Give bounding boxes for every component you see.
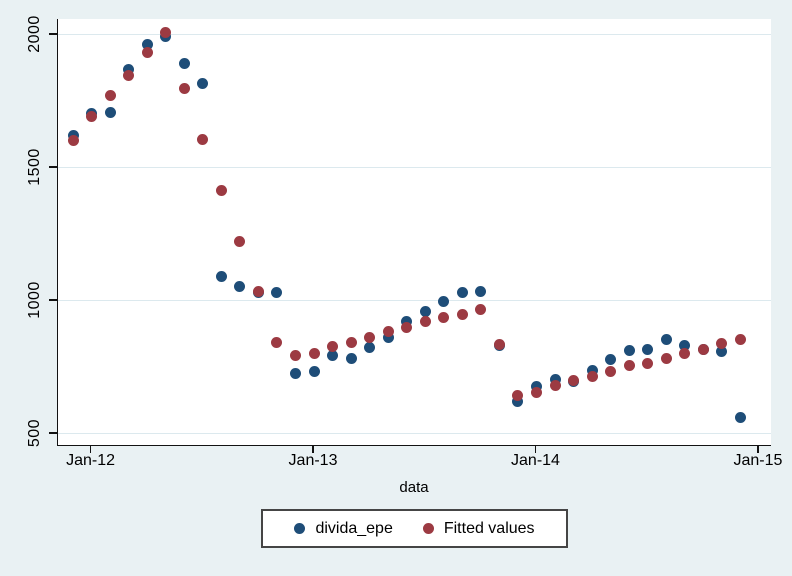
scatter-point-divida_epe bbox=[141, 39, 153, 51]
scatter-point-fitted-values bbox=[123, 69, 135, 81]
scatter-point-fitted-values bbox=[549, 380, 561, 392]
scatter-point-divida_epe bbox=[531, 381, 542, 393]
x-axis-tick bbox=[534, 446, 537, 453]
scatter-point-fitted-values bbox=[660, 353, 672, 365]
scatter-point-divida_epe bbox=[289, 367, 301, 379]
x-tick-label: Jan-14 bbox=[511, 452, 560, 469]
scatter-point-fitted-values bbox=[475, 304, 487, 316]
y-axis-tick bbox=[49, 299, 57, 301]
scatter-point-fitted-values bbox=[493, 338, 505, 350]
scatter-point-fitted-values bbox=[197, 133, 209, 145]
scatter-point-divida_epe bbox=[382, 332, 394, 344]
legend-entry-divida-epe: divida_epe bbox=[294, 519, 393, 538]
gridline-2000 bbox=[58, 33, 771, 35]
scatter-point-fitted-values bbox=[345, 337, 357, 349]
scatter-point-fitted-values bbox=[679, 347, 691, 359]
scatter-point-divida_epe bbox=[104, 106, 116, 118]
y-axis-tick bbox=[49, 33, 57, 35]
scatter-point-fitted-values bbox=[605, 365, 617, 377]
scatter-point-fitted-values bbox=[623, 359, 635, 371]
x-tick-label: Jan-13 bbox=[288, 452, 338, 469]
x-axis-title: data bbox=[399, 479, 429, 496]
scatter-point-divida_epe bbox=[419, 305, 431, 317]
legend-label: divida_epe bbox=[315, 519, 393, 537]
scatter-point-fitted-values bbox=[234, 235, 246, 247]
scatter-point-fitted-values bbox=[104, 89, 116, 101]
scatter-point-divida_epe bbox=[679, 339, 691, 351]
scatter-point-divida_epe bbox=[549, 374, 561, 386]
legend-entry-fitted-values: Fitted values bbox=[422, 519, 535, 538]
scatter-point-fitted-values bbox=[327, 341, 339, 353]
scatter-point-divida_epe bbox=[197, 77, 209, 89]
y-axis-tick bbox=[49, 166, 57, 168]
scatter-point-divida_epe bbox=[586, 364, 598, 376]
scatter-point-divida_epe bbox=[660, 334, 672, 346]
scatter-point-divida_epe bbox=[234, 281, 246, 293]
scatter-point-fitted-values bbox=[419, 316, 431, 328]
scatter-point-fitted-values bbox=[512, 390, 524, 402]
x-tick-label: Jan-15 bbox=[733, 452, 783, 469]
scatter-point-fitted-values bbox=[734, 334, 746, 346]
scatter-point-fitted-values bbox=[67, 134, 79, 146]
scatter-point-divida_epe bbox=[642, 343, 654, 355]
x-axis-tick bbox=[757, 446, 759, 453]
scatter-point-fitted-values bbox=[642, 358, 654, 370]
plot-area bbox=[57, 19, 771, 446]
scatter-point-divida_epe bbox=[623, 345, 635, 357]
scatter-point-fitted-values bbox=[252, 285, 264, 297]
y-tick-label: 1000 bbox=[26, 281, 43, 319]
scatter-point-fitted-values bbox=[215, 185, 227, 197]
scatter-point-divida_epe bbox=[364, 342, 376, 354]
scatter-point-fitted-values bbox=[141, 47, 153, 59]
scatter-point-divida_epe bbox=[605, 354, 617, 366]
y-axis-tick bbox=[49, 432, 57, 434]
scatter-point-fitted-values bbox=[531, 387, 542, 399]
scatter-point-divida_epe bbox=[308, 366, 320, 378]
scatter-point-divida_epe bbox=[401, 315, 413, 327]
scatter-point-fitted-values bbox=[289, 350, 301, 362]
scatter-point-fitted-values bbox=[438, 311, 450, 323]
legend: divida_epe Fitted values bbox=[261, 509, 568, 548]
gridline-1500 bbox=[58, 166, 771, 168]
scatter-point-divida_epe bbox=[178, 57, 190, 69]
scatter-point-fitted-values bbox=[160, 27, 172, 39]
scatter-point-divida_epe bbox=[512, 396, 524, 408]
x-axis-tick bbox=[89, 446, 92, 453]
y-tick-label: 500 bbox=[26, 418, 43, 448]
scatter-point-fitted-values bbox=[456, 309, 468, 321]
legend-marker-blue-icon bbox=[294, 523, 306, 534]
legend-label: Fitted values bbox=[443, 519, 535, 537]
scatter-point-divida_epe bbox=[271, 286, 283, 298]
scatter-point-fitted-values bbox=[86, 110, 98, 122]
scatter-point-divida_epe bbox=[327, 350, 339, 362]
scatter-point-fitted-values bbox=[178, 83, 190, 95]
scatter-point-divida_epe bbox=[734, 411, 746, 423]
legend-marker-red-icon bbox=[422, 523, 434, 534]
scatter-point-fitted-values bbox=[308, 347, 320, 359]
scatter-point-fitted-values bbox=[382, 326, 394, 338]
gridline-500 bbox=[58, 432, 771, 434]
scatter-point-divida_epe bbox=[438, 295, 450, 307]
gridline-1000 bbox=[58, 299, 771, 301]
x-tick-label: Jan-12 bbox=[66, 452, 115, 469]
y-tick-label: 2000 bbox=[26, 15, 43, 53]
scatter-point-fitted-values bbox=[271, 337, 283, 349]
scatter-point-divida_epe bbox=[345, 353, 357, 365]
scatter-point-divida_epe bbox=[475, 285, 487, 297]
scatter-point-fitted-values bbox=[401, 322, 413, 334]
scatter-point-fitted-values bbox=[586, 371, 598, 383]
scatter-point-fitted-values bbox=[716, 337, 728, 349]
scatter-point-divida_epe bbox=[456, 287, 468, 299]
scatter-point-fitted-values bbox=[697, 343, 709, 355]
scatter-point-fitted-values bbox=[364, 332, 376, 344]
scatter-point-divida_epe bbox=[215, 270, 227, 282]
x-axis-tick bbox=[312, 446, 314, 453]
scatter-point-fitted-values bbox=[568, 375, 580, 387]
scatter-point-divida_epe bbox=[716, 346, 728, 358]
y-tick-label: 1500 bbox=[26, 148, 43, 186]
